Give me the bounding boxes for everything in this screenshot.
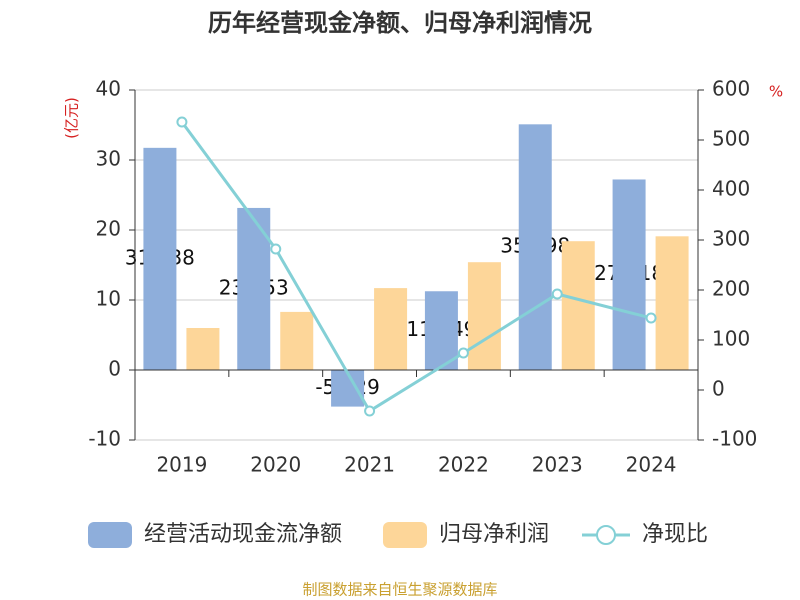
y2-tick-label: 400: [712, 177, 750, 201]
y-tick-label: 0: [108, 357, 121, 381]
legend-label: 经营活动现金流净额: [144, 522, 342, 547]
bar: [237, 207, 271, 370]
legend-swatch: [383, 522, 427, 548]
lines: [176, 116, 657, 417]
y-tick-label: -10: [88, 427, 121, 451]
bars: [143, 124, 689, 407]
bar: [331, 370, 365, 407]
y2-tick-label: 300: [712, 227, 750, 251]
y2-tick-label: 0: [712, 377, 725, 401]
bar: [655, 236, 689, 370]
legend-swatch: [596, 525, 616, 545]
legend-swatch: [88, 522, 132, 548]
x-tick-label: 2020: [250, 453, 301, 477]
bar: [518, 124, 552, 371]
line-point: [176, 116, 188, 128]
chart-title: 历年经营现金净额、归母净利润情况: [208, 9, 592, 37]
y2-tick-label: 600: [712, 77, 750, 101]
y2-tick-label: 500: [712, 127, 750, 151]
bar: [186, 328, 220, 370]
bar: [143, 147, 177, 370]
y-axis-label: (亿元): [63, 97, 81, 139]
y-tick-label: 20: [96, 217, 121, 241]
bar: [374, 288, 408, 370]
line-point: [364, 405, 376, 417]
y2-axis-label: %: [769, 83, 783, 101]
bar: [280, 311, 314, 370]
x-tick-label: 2019: [156, 453, 207, 477]
line-point: [457, 347, 469, 359]
y2-tick-label: 200: [712, 277, 750, 301]
x-tick-label: 2024: [626, 453, 677, 477]
legend-label: 归母净利润: [439, 522, 549, 547]
y2-tick-label: -100: [712, 427, 757, 451]
x-tick-label: 2022: [438, 453, 489, 477]
x-tick-label: 2021: [344, 453, 395, 477]
legend-label: 净现比: [642, 522, 708, 547]
source-note: 制图数据来自恒生聚源数据库: [302, 581, 497, 599]
line-point: [645, 312, 657, 324]
bar: [424, 291, 458, 370]
line-point: [551, 288, 563, 300]
bar: [467, 262, 501, 370]
line-point: [270, 243, 282, 255]
line: [180, 121, 652, 414]
bar: [561, 241, 595, 370]
y-tick-label: 30: [96, 147, 121, 171]
y-tick-label: 10: [96, 287, 121, 311]
legend: 经营活动现金流净额 归母净利润 净现比: [88, 522, 708, 548]
y2-tick-label: 100: [712, 327, 750, 351]
bar: [612, 179, 646, 370]
x-tick-label: 2023: [532, 453, 583, 477]
y-tick-label: 40: [96, 77, 121, 101]
